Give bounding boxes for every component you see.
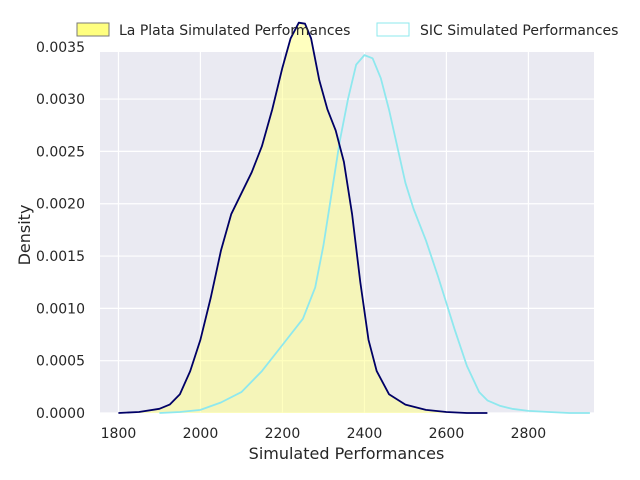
x-tick-label: 2600 <box>429 426 465 442</box>
series-layer <box>118 21 590 414</box>
legend: La Plata Simulated Performances SIC Simu… <box>76 22 618 39</box>
x-axis-ticks: 1800 2000 2200 2400 2600 2800 <box>101 426 547 442</box>
y-tick-label: 0.0005 <box>36 354 85 370</box>
x-tick-label: 2200 <box>265 426 301 442</box>
y-axis-ticks: 0.0000 0.0005 0.0010 0.0015 0.0020 0.0025 0.00… <box>36 40 85 422</box>
x-axis-label: Simulated Performances <box>249 444 445 463</box>
x-tick-label: 2800 <box>511 426 547 442</box>
x-tick-label: 2000 <box>183 426 219 442</box>
la-plata-density-fill <box>118 22 488 413</box>
x-tick-label: 1800 <box>101 426 137 442</box>
y-tick-label: 0.0035 <box>36 40 85 56</box>
y-tick-label: 0.0000 <box>36 406 85 422</box>
y-tick-label: 0.0025 <box>36 144 85 160</box>
y-tick-label: 0.0020 <box>36 197 85 213</box>
y-tick-label: 0.0015 <box>36 249 85 265</box>
y-axis-label: Density <box>15 205 34 266</box>
sic-density-line <box>159 54 590 414</box>
legend-swatch-sic <box>376 22 410 37</box>
y-tick-label: 0.0030 <box>36 92 85 108</box>
y-tick-label: 0.0010 <box>36 301 85 317</box>
legend-swatch-la-plata <box>76 22 110 37</box>
legend-label-sic: SIC Simulated Performances <box>420 23 618 39</box>
la-plata-density-line <box>118 21 488 414</box>
legend-label-la-plata: La Plata Simulated Performances <box>119 23 350 39</box>
x-tick-label: 2400 <box>347 426 383 442</box>
